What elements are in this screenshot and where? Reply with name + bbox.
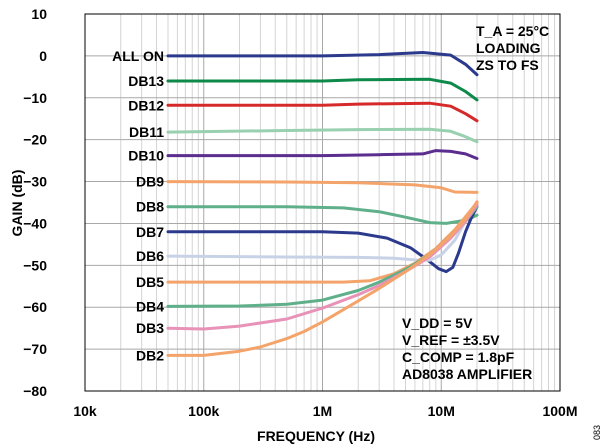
y-tick-label: −30	[23, 174, 47, 190]
series-layer	[166, 51, 479, 357]
y-tick-label: −70	[23, 341, 47, 357]
y-tick-label: −50	[23, 257, 47, 273]
series-label: DB9	[136, 174, 164, 190]
y-axis-label: GAIN (dB)	[9, 170, 25, 237]
annotation-ta: T_A = 25°C	[476, 23, 549, 39]
series-label: DB6	[136, 248, 164, 264]
series-label: DB3	[136, 320, 164, 336]
series-label: ALL ON	[112, 48, 164, 64]
series-label: DB7	[136, 224, 164, 240]
series-line	[166, 127, 479, 144]
annotation-loading: LOADING	[476, 40, 541, 56]
annotation-vref: V_REF = ±3.5V	[402, 332, 500, 348]
x-tick-label: 100k	[188, 403, 219, 419]
series-label: DB12	[128, 97, 164, 113]
series-label: DB2	[136, 347, 164, 363]
series-line	[166, 51, 479, 77]
y-tick-label: −80	[23, 383, 47, 399]
y-tick-labels: 10 0 −10 −20 −30 −40 −50 −60 −70 −80	[23, 6, 47, 399]
series-label: DB13	[128, 73, 164, 89]
series-label: DB11	[129, 124, 164, 140]
supply-annotation: V_DD = 5V V_REF = ±3.5V C_COMP = 1.8pF A…	[402, 315, 532, 382]
x-tick-label: 10M	[428, 403, 455, 419]
series-label: DB4	[136, 298, 164, 314]
series-line	[166, 149, 479, 160]
figure-number: 083	[592, 425, 602, 440]
series-labels: ALL ON DB13 DB12 DB11 DB10 DB9 DB8 DB7 DB6 DB5 DB4…	[112, 48, 164, 364]
x-tick-labels: 10k 100k 1M 10M 100M	[73, 403, 577, 419]
series-line	[166, 205, 479, 274]
series-line	[166, 200, 479, 357]
series-line	[166, 180, 479, 194]
series-label: DB5	[136, 274, 164, 290]
x-tick-label: 1M	[313, 403, 332, 419]
y-tick-label: −40	[23, 215, 47, 231]
x-tick-label: 100M	[542, 403, 577, 419]
y-tick-label: −60	[23, 299, 47, 315]
x-tick-label: 10k	[73, 403, 97, 419]
y-tick-label: −20	[23, 132, 47, 148]
conditions-annotation: T_A = 25°C LOADING ZS TO FS	[476, 23, 549, 73]
annotation-ccomp: C_COMP = 1.8pF	[402, 349, 515, 365]
x-axis-label: FREQUENCY (Hz)	[257, 428, 375, 444]
annotation-vdd: V_DD = 5V	[402, 315, 473, 331]
y-tick-label: −10	[23, 90, 47, 106]
series-label: DB8	[136, 199, 164, 215]
series-line	[166, 77, 479, 102]
y-tick-label: 10	[31, 6, 47, 22]
annotation-amplifier: AD8038 AMPLIFIER	[402, 366, 532, 382]
annotation-zs-to-fs: ZS TO FS	[476, 57, 539, 73]
series-line	[166, 101, 479, 123]
series-label: DB10	[128, 148, 164, 164]
y-tick-label: 0	[39, 48, 47, 64]
plot-frame	[84, 13, 561, 392]
